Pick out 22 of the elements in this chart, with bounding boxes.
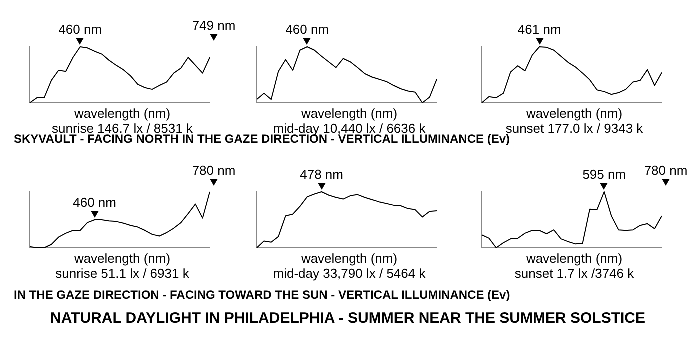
text: IN THE GAZE DIRECTION - FACING TOWARD THE SUN - VERTICAL ILLUMINANCE (Ev) <box>14 288 510 302</box>
text: sunrise 146.7 lx / 8531 k <box>52 121 193 136</box>
text: 780 nm <box>644 163 688 178</box>
text: mid-day 10,440 lx / 6636 k <box>273 121 426 136</box>
text: 780 nm <box>192 163 236 178</box>
x-axis-title: wavelength (nm) <box>525 251 624 266</box>
x-axis-title: wavelength (nm) <box>300 106 399 121</box>
x-axis-title: wavelength (nm) <box>73 106 172 121</box>
text: sunset 1.7 lx /3746 k <box>514 266 636 281</box>
annotation: 478 nm <box>300 167 344 182</box>
annotation: 461 nm <box>518 22 562 37</box>
text: mid-day 33,790 lx / 5464 k <box>272 266 427 281</box>
x-axis-title: wavelength (nm) <box>525 106 624 121</box>
annotation: 595 nm <box>582 167 626 182</box>
x-axis-title: wavelength (nm) <box>73 251 172 266</box>
text: 749 nm <box>192 18 236 33</box>
annotation: 460 nm <box>286 22 330 37</box>
text: NATURAL DAYLIGHT IN PHILADELPHIA - SUMMER NEAR THE SUMMER SOLSTICE <box>49 310 646 327</box>
x-axis-title: wavelength (nm) <box>300 251 399 266</box>
text: sunrise 51.1 lx / 6931 k <box>54 266 190 281</box>
annotation: 460 nm <box>58 22 102 37</box>
annotation: 460 nm <box>73 195 116 210</box>
